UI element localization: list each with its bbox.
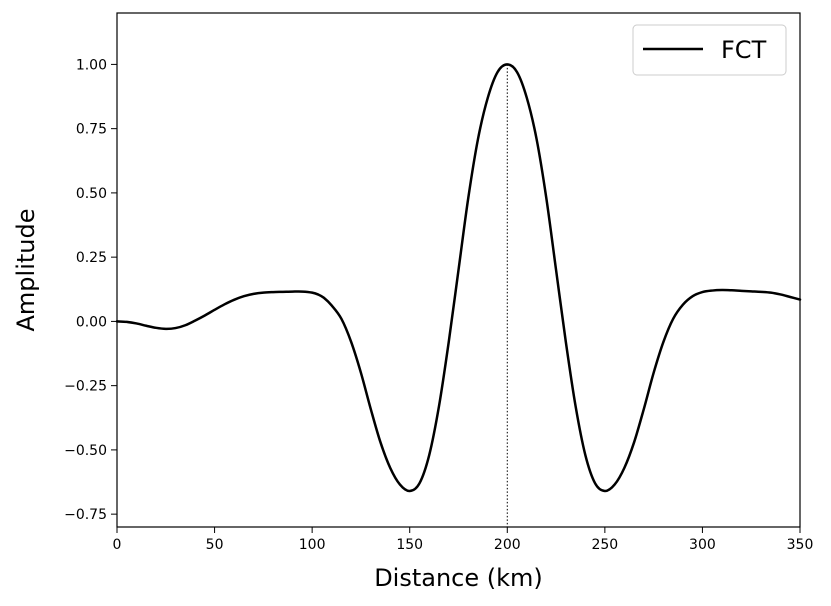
y-tick-label: −0.50: [64, 443, 107, 459]
y-axis-ticks: 1.00 0.75 0.50 0.25 0.00 −0.25 −0.50 −0.75: [64, 57, 117, 523]
y-axis-label: Amplitude: [12, 209, 40, 332]
y-tick-label: 1.00: [76, 57, 107, 73]
y-tick-label: −0.25: [64, 379, 107, 395]
x-tick-label: 100: [299, 537, 326, 553]
x-tick-label: 300: [689, 537, 716, 553]
series-layer: [115, 63, 802, 493]
y-tick-label: 0.25: [76, 250, 107, 266]
y-tick-label: −0.75: [64, 507, 107, 523]
legend: FCT: [632, 24, 787, 76]
x-tick-label: 0: [113, 537, 122, 553]
x-tick-label: 200: [494, 537, 521, 553]
legend-box: [632, 24, 787, 76]
x-tick-label: 350: [787, 537, 814, 553]
y-tick-label: 0.00: [76, 314, 107, 330]
y-tick-label: 0.50: [76, 186, 107, 202]
x-tick-label: 150: [396, 537, 423, 553]
series-line-fct: [115, 63, 802, 493]
y-tick-label: 0.75: [76, 122, 107, 138]
plot-area-frame: [116, 12, 801, 528]
legend-label-fct: FCT: [721, 36, 767, 64]
x-tick-label: 250: [591, 537, 618, 553]
x-axis-ticks: 0 50 100 150 200 250 300 350: [113, 527, 814, 553]
x-tick-label: 50: [206, 537, 224, 553]
x-axis-label: Distance (km): [374, 564, 543, 592]
